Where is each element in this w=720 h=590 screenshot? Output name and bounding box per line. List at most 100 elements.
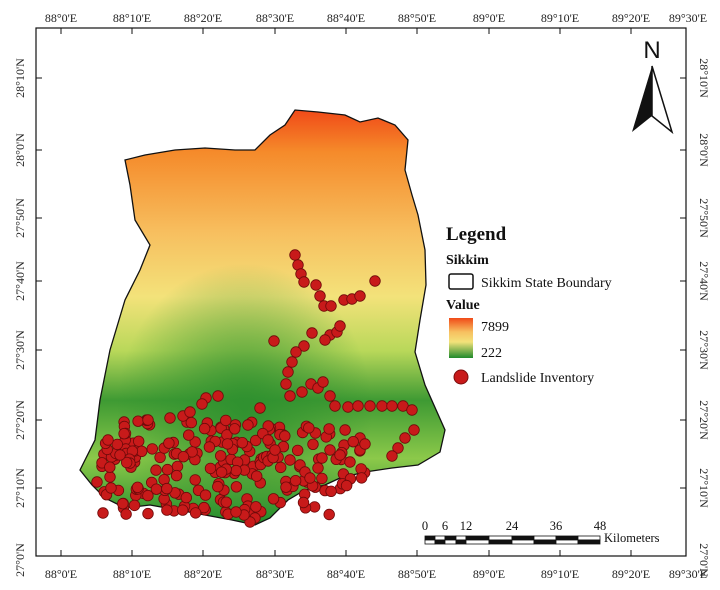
landslide-point	[267, 493, 280, 505]
landslide-point	[250, 501, 262, 513]
landslide-point	[249, 434, 262, 447]
top-tick-label: 89°0'E	[473, 11, 505, 25]
landslide-point	[386, 450, 398, 462]
bottom-tick-label: 88°10'E	[113, 567, 151, 581]
landslide-point	[316, 452, 328, 464]
landslide-point	[359, 438, 371, 450]
landslide-point	[132, 435, 145, 448]
landslide-point	[230, 506, 242, 518]
landslide-point	[323, 508, 335, 521]
landslide-point	[120, 456, 133, 469]
landslide-point	[170, 469, 183, 482]
right-tick-label: 28°0'N	[697, 133, 711, 167]
landslide-point	[325, 300, 337, 312]
landslide-point	[230, 464, 242, 477]
landslide-point	[334, 449, 346, 461]
right-tick-label: 27°30'N	[697, 330, 711, 370]
top-tick-label: 88°40'E	[327, 11, 365, 25]
left-tick-label: 27°0'N	[13, 543, 27, 577]
legend: Legend Sikkim Sikkim State Boundary Valu…	[446, 224, 612, 386]
landslide-point	[268, 335, 280, 347]
legend-points-label: Landslide Inventory	[481, 371, 594, 386]
scale-segment	[424, 539, 436, 545]
scale-segment	[533, 539, 557, 545]
right-tick-label: 27°0'N	[697, 543, 711, 577]
landslide-point	[406, 404, 418, 416]
landslide-point	[117, 498, 129, 510]
bottom-tick-label: 88°50'E	[398, 567, 436, 581]
left-tick-label: 28°0'N	[13, 133, 27, 167]
landslide-point	[303, 422, 315, 434]
landslide-point	[161, 504, 173, 516]
landslide-point	[307, 438, 319, 451]
scale-segment	[444, 539, 457, 545]
landslide-point	[324, 390, 336, 402]
landslide-point	[392, 442, 404, 454]
landslide-point	[298, 276, 310, 288]
scale-segment	[488, 535, 513, 541]
landslide-point	[221, 438, 234, 450]
landslide-point	[220, 414, 232, 427]
top-tick-label: 89°30'E	[669, 11, 707, 25]
landslide-point	[314, 290, 326, 302]
scale-segment	[434, 535, 446, 541]
left-tick-label: 27°30'N	[13, 330, 27, 370]
landslide-point	[334, 320, 346, 332]
landslide-point	[91, 476, 103, 488]
landslide-point	[319, 334, 331, 346]
landslide-point	[198, 501, 210, 514]
scale-segment	[488, 539, 513, 545]
scale-segment	[577, 539, 601, 545]
landslide-point	[142, 507, 154, 520]
scale-label: 12	[460, 519, 473, 533]
landslide-point	[114, 449, 126, 461]
scale-segment	[424, 535, 436, 541]
bottom-tick-label: 89°10'E	[541, 567, 579, 581]
landslide-point	[118, 428, 130, 440]
legend-boundary-heading: Sikkim	[446, 253, 489, 268]
left-tick-label: 27°20'N	[13, 400, 27, 440]
landslide-point	[355, 472, 368, 484]
landslide-point	[154, 451, 166, 464]
landslide-point	[186, 446, 198, 458]
scale-segment	[434, 539, 446, 545]
legend-value-high: 7899	[481, 320, 509, 335]
top-tick-label: 88°30'E	[256, 11, 294, 25]
scale-segment	[465, 539, 490, 545]
landslide-point	[347, 436, 359, 448]
bottom-tick-label: 89°30'E	[669, 567, 707, 581]
landslide-point	[196, 398, 208, 410]
scale-segment	[511, 535, 535, 541]
landslide-point	[164, 412, 176, 424]
elevation-ramp	[449, 318, 473, 358]
landslide-point	[161, 463, 174, 476]
scale-segment	[533, 535, 557, 541]
landslide-point	[230, 481, 243, 493]
landslide-point	[284, 390, 296, 402]
right-tick-label: 27°20'N	[697, 400, 711, 440]
landslide-point	[242, 419, 254, 431]
landslide-point	[146, 443, 159, 455]
landslide-point	[142, 414, 154, 426]
landslide-points	[91, 249, 420, 528]
scale-label: 36	[550, 519, 563, 533]
scale-label: 6	[442, 519, 448, 533]
landslide-point	[212, 390, 224, 402]
landslide-point	[298, 340, 310, 352]
landslide-point	[282, 366, 294, 378]
graticule-ticks	[36, 28, 686, 556]
landslide-point	[176, 504, 189, 516]
bottom-tick-label: 88°20'E	[184, 567, 222, 581]
top-tick-label: 88°20'E	[184, 11, 222, 25]
landslide-point	[306, 327, 318, 339]
landslide-point	[251, 470, 263, 482]
landslide-point	[269, 444, 281, 456]
landslide-swatch	[453, 369, 469, 385]
legend-value-low: 222	[481, 346, 502, 361]
landslide-point	[289, 249, 301, 261]
landslide-point	[292, 444, 304, 457]
landslide-point	[214, 450, 227, 462]
north-arrow-icon-half	[651, 65, 674, 135]
